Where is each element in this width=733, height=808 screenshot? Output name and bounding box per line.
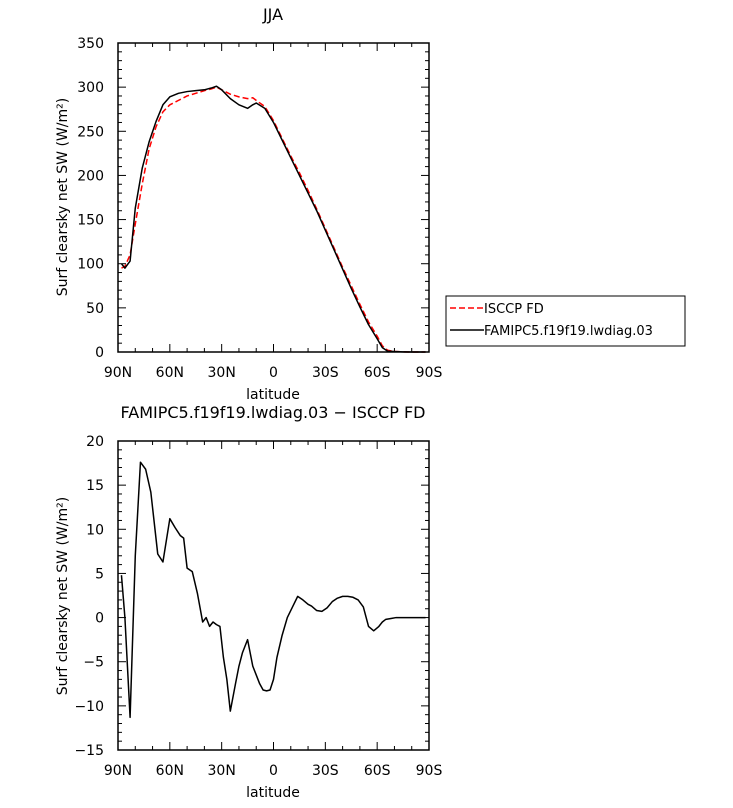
x-tick-label: 0 xyxy=(269,365,278,381)
x-axis-label: latitude xyxy=(246,785,300,801)
x-tick-label: 30S xyxy=(312,763,339,779)
tick-marks xyxy=(117,440,430,751)
y-tick-label: 0 xyxy=(95,345,104,361)
y-axis-label: Surf clearsky net SW (W/m²) xyxy=(55,98,71,296)
tick-labels: 90N 60N 30N 0 30S 60S 90S 0 50 100 150 200 250 300 350 xyxy=(77,36,442,381)
series-group xyxy=(120,461,426,719)
y-tick-label: 10 xyxy=(86,522,104,538)
y-tick-label: 15 xyxy=(86,478,104,494)
series-group xyxy=(120,85,426,353)
y-tick-label: 250 xyxy=(77,124,104,140)
x-tick-label: 60N xyxy=(156,763,184,779)
chart-bottom: FAMIPC5.f19f19.lwdiag.03 − ISCCP FD 90N 6… xyxy=(55,403,442,801)
x-tick-label: 60S xyxy=(364,365,391,381)
x-tick-label: 30N xyxy=(208,763,236,779)
x-tick-label: 90N xyxy=(104,365,132,381)
y-tick-label: −5 xyxy=(83,655,104,671)
tick-marks xyxy=(117,42,430,353)
chart-title: JJA xyxy=(262,5,283,24)
legend-box xyxy=(445,295,686,347)
y-tick-label: 50 xyxy=(86,301,104,317)
plot-frame xyxy=(117,440,430,751)
legend: ISCCP FD FAMIPC5.f19f19.lwdiag.03 xyxy=(445,295,686,347)
y-axis-label: Surf clearsky net SW (W/m²) xyxy=(55,497,71,695)
y-tick-label: 150 xyxy=(77,213,104,229)
y-tick-label: 350 xyxy=(77,36,104,52)
x-tick-label: 90N xyxy=(104,763,132,779)
x-tick-label: 60N xyxy=(156,365,184,381)
legend-label-isccp: ISCCP FD xyxy=(484,302,544,317)
chart-title: FAMIPC5.f19f19.lwdiag.03 − ISCCP FD xyxy=(121,403,426,422)
series-line-0 xyxy=(121,86,426,353)
series-line-1 xyxy=(120,85,426,353)
x-tick-label: 90S xyxy=(416,763,443,779)
y-tick-label: 200 xyxy=(77,168,104,184)
y-tick-label: 0 xyxy=(95,611,104,627)
y-tick-label: 100 xyxy=(77,257,104,273)
x-tick-label: 0 xyxy=(269,763,278,779)
chart-top: JJA 90N 60N 30N 0 30S 60S 90S 0 50 100 150 200 250 30… xyxy=(55,5,686,403)
x-tick-label: 30N xyxy=(208,365,236,381)
y-tick-label: 300 xyxy=(77,80,104,96)
legend-label-famipc5: FAMIPC5.f19f19.lwdiag.03 xyxy=(484,324,653,339)
plot-frame xyxy=(117,42,430,353)
x-tick-label: 60S xyxy=(364,763,391,779)
y-tick-label: 20 xyxy=(86,434,104,450)
x-tick-label: 90S xyxy=(416,365,443,381)
series-line-0 xyxy=(120,461,426,719)
y-tick-label: 5 xyxy=(95,566,104,582)
tick-labels: 90N 60N 30N 0 30S 60S 90S −15 −10 −5 0 5 10 15 20 xyxy=(74,434,442,779)
y-tick-label: −15 xyxy=(74,743,104,759)
y-tick-label: −10 xyxy=(74,699,104,715)
x-tick-label: 30S xyxy=(312,365,339,381)
x-axis-label: latitude xyxy=(246,387,300,403)
